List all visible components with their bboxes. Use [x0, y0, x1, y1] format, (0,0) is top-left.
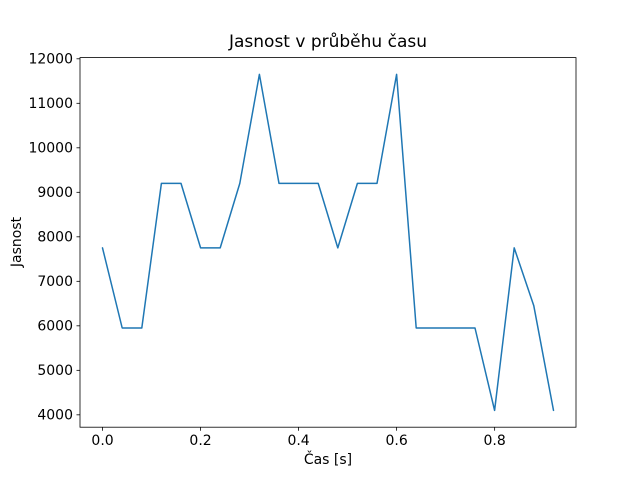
- y-tick-label: 11000: [28, 96, 73, 112]
- x-tick-label: 0.8: [484, 433, 506, 449]
- y-tick-label: 5000: [37, 363, 73, 379]
- y-tick-label: 10000: [28, 140, 73, 156]
- chart-title: Jasnost v průběhu času: [228, 32, 427, 52]
- y-tick-label: 6000: [37, 318, 73, 334]
- x-tick-label: 0.6: [385, 433, 407, 449]
- y-tick-label: 9000: [37, 185, 73, 201]
- axes-spines: [79, 57, 577, 428]
- data-series-line: [101, 73, 555, 412]
- y-tick-label: 7000: [37, 274, 73, 290]
- y-axis-label: Jasnost: [9, 216, 25, 268]
- x-tick-label: 0.2: [189, 433, 211, 449]
- y-tick-label: 4000: [37, 407, 73, 423]
- x-tick-label: 0.4: [287, 433, 309, 449]
- x-axis-label: Čas [s]: [304, 450, 352, 468]
- x-tick-label: 0.0: [91, 433, 113, 449]
- y-tick-label: 12000: [28, 51, 73, 67]
- plot-area: 0.0 0.2 0.4 0.6 0.8 4000 5000 6000 7000 8000 9000 1…: [28, 51, 577, 449]
- y-tick-label: 8000: [37, 229, 73, 245]
